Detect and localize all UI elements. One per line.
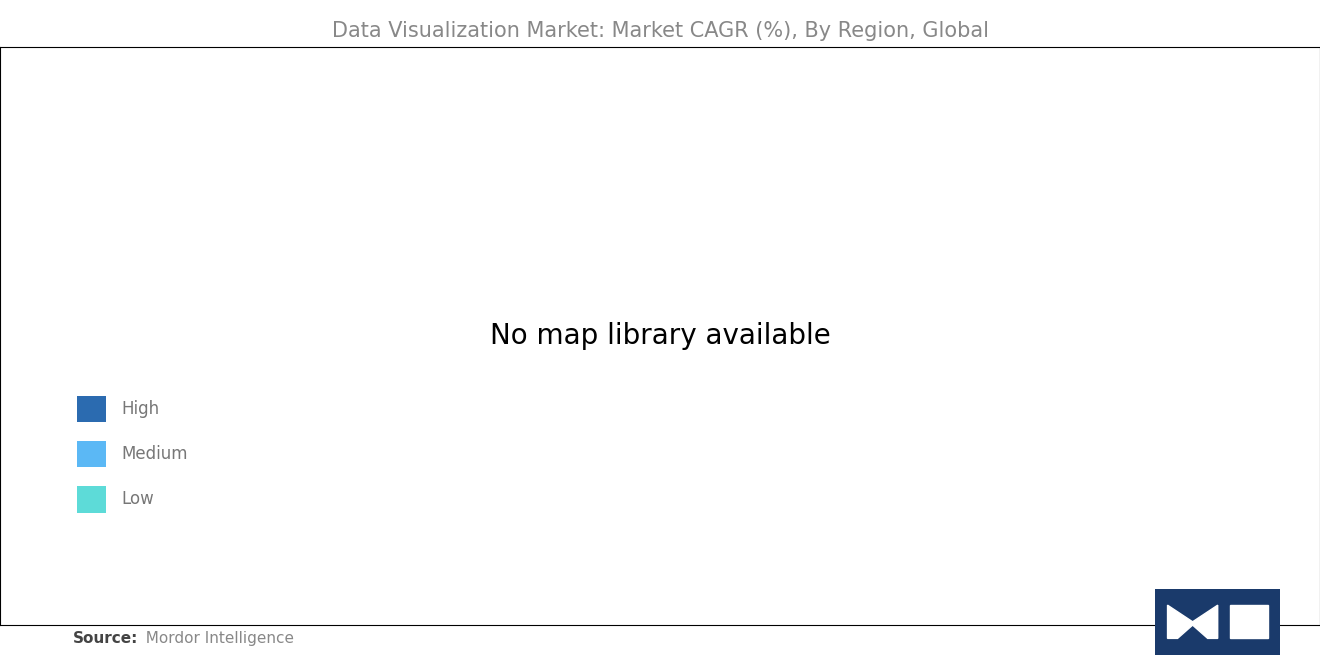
Text: Data Visualization Market: Market CAGR (%), By Region, Global: Data Visualization Market: Market CAGR (… <box>331 21 989 41</box>
Text: No map library available: No map library available <box>490 322 830 350</box>
Polygon shape <box>1167 605 1217 638</box>
Polygon shape <box>1230 605 1267 638</box>
Text: Mordor Intelligence: Mordor Intelligence <box>136 631 294 646</box>
Text: Medium: Medium <box>121 445 187 464</box>
Text: High: High <box>121 400 160 418</box>
Text: Low: Low <box>121 490 154 509</box>
Text: Source:: Source: <box>73 631 139 646</box>
